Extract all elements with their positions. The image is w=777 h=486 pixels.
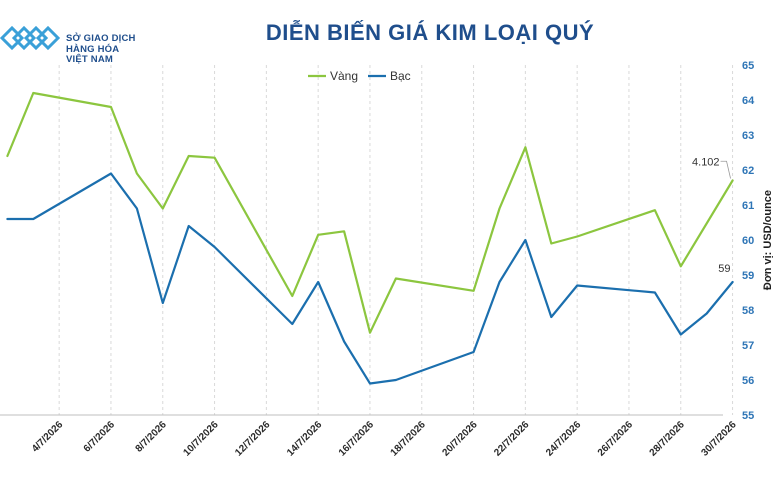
logo-line-2: HÀNG HÓA bbox=[66, 43, 120, 55]
data-label-bac: 59 bbox=[718, 263, 730, 275]
legend-entry: Bạc bbox=[390, 69, 411, 83]
y-tick-label: 55 bbox=[742, 410, 754, 422]
x-tick-label: 14/7/2026 bbox=[285, 419, 325, 459]
x-tick-label: 10/7/2026 bbox=[181, 419, 221, 459]
annotation-leader bbox=[720, 160, 731, 179]
x-tick-label: 8/7/2026 bbox=[134, 419, 170, 455]
y-tick-label: 58 bbox=[742, 305, 754, 317]
logo: SỞ GIAO DỊCH HÀNG HÓA VIỆT NAM bbox=[0, 16, 200, 65]
x-tick-label: 6/7/2026 bbox=[82, 419, 118, 455]
y-tick-label: 60 bbox=[742, 235, 754, 247]
x-tick-label: 26/7/2026 bbox=[596, 419, 636, 459]
x-tick-label: 16/7/2026 bbox=[337, 419, 377, 459]
x-tick-label: 22/7/2026 bbox=[492, 419, 532, 459]
x-tick-label: 18/7/2026 bbox=[389, 419, 429, 459]
x-tick-label: 30/7/2026 bbox=[699, 419, 739, 459]
y-tick-label: 62 bbox=[742, 165, 754, 177]
x-tick-label: 20/7/2026 bbox=[440, 419, 480, 459]
logo-line-1: SỞ GIAO DỊCH bbox=[66, 33, 136, 44]
data-label-vang: 4.102 bbox=[692, 156, 720, 168]
series-line-bac bbox=[6, 172, 734, 385]
y-tick-label: 61 bbox=[742, 200, 754, 212]
chart-title: DIỄN BIẾN GIÁ KIM LOẠI QUÝ bbox=[265, 20, 595, 45]
legend-entry: Vàng bbox=[330, 69, 358, 83]
y-axis-label: Đơn vị: USD/ounce bbox=[762, 190, 774, 290]
x-tick-label: 4/7/2026 bbox=[30, 419, 66, 455]
series-line-vang bbox=[6, 91, 734, 334]
x-tick-label: 24/7/2026 bbox=[544, 419, 584, 459]
y-tick-label: 65 bbox=[742, 60, 754, 72]
y-tick-label: 64 bbox=[742, 95, 755, 107]
logo-line-3: VIỆT NAM bbox=[66, 54, 113, 65]
y-tick-label: 57 bbox=[742, 340, 754, 352]
y-tick-label: 56 bbox=[742, 375, 754, 387]
y-tick-label: 63 bbox=[742, 130, 754, 142]
x-tick-label: 12/7/2026 bbox=[233, 419, 273, 459]
y-tick-label: 59 bbox=[742, 270, 754, 282]
exchange-logo-icon bbox=[0, 25, 61, 51]
x-tick-label: 28/7/2026 bbox=[648, 419, 688, 459]
